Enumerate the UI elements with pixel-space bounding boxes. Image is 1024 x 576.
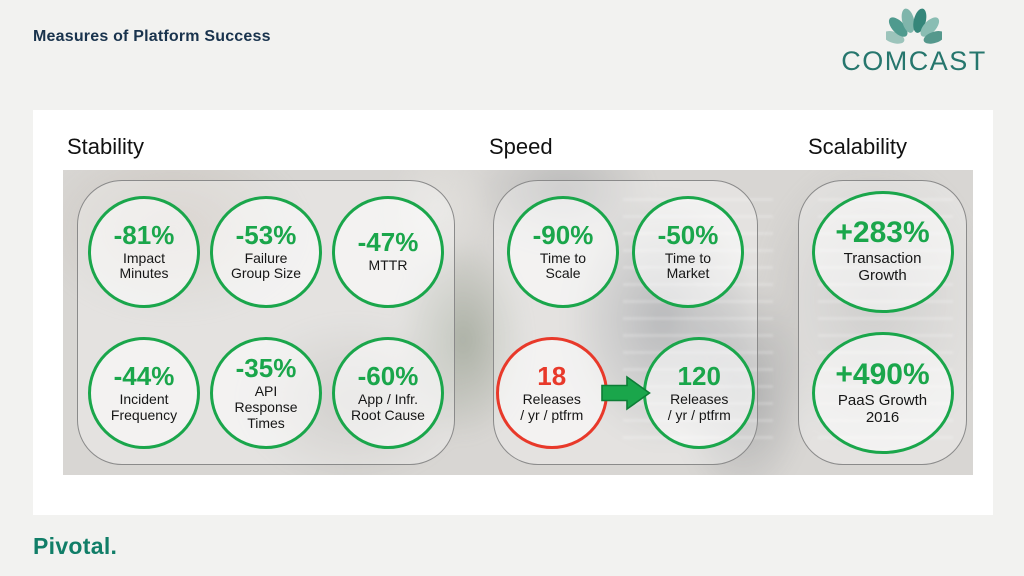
stat-label: API Response Times [234,383,298,431]
stat-time-to-scale: -90% Time to Scale [507,195,619,308]
comcast-peacock-icon [886,8,942,44]
stat-mttr: -47% MTTR [332,195,444,308]
comcast-logo: COMCAST [828,8,1000,77]
stat-incident-frequency: -44% Incident Frequency [88,337,200,450]
panel-scalability: +283% Transaction Growth +490% PaaS Grow… [798,180,967,465]
speed-row-1: -90% Time to Scale -50% Time to Market [494,181,757,323]
section-heading-stability: Stability [67,134,145,159]
stat-label: Failure Group Size [230,249,302,282]
stat-value: -60% [357,361,419,392]
speed-row-2: 18 Releases / yr / ptfrm 120 Releases / … [494,323,757,465]
stat-label: MTTR [368,257,408,274]
pivotal-logo: Pivotal. [33,533,118,559]
stat-label: Impact Minutes [119,249,169,282]
stat-value: -47% [357,227,419,258]
stat-value: +490% [835,357,930,391]
stability-row-2: -44% Incident Frequency -35% API Respons… [78,323,454,465]
stat-value: -50% [657,219,719,250]
stat-value: -81% [113,219,175,250]
stat-impact-minutes: -81% Impact Minutes [88,195,200,308]
page-title: Measures of Platform Success [33,28,271,45]
stat-label: Releases / yr / ptfrm [667,391,731,423]
stat-label: Releases / yr / ptfrm [520,391,584,423]
section-heading-speed: Speed [489,134,553,159]
improvement-arrow-icon [600,375,651,411]
stat-time-to-market: -50% Time to Market [632,195,744,308]
section-heading-scalability: Scalability [808,134,908,159]
comcast-wordmark: COMCAST [841,46,987,76]
panel-stability: -81% Impact Minutes -53% Failure Group S… [77,180,455,465]
stat-label: Time to Market [664,249,712,282]
content-card: Stability Speed Scalability -81% Impact … [33,110,993,515]
stat-label: App / Infr. Root Cause [351,391,425,423]
stat-value: -44% [113,361,175,392]
panel-speed: -90% Time to Scale -50% Time to Market 1… [493,180,758,465]
stat-paas-growth: +490% PaaS Growth 2016 [811,332,954,455]
stat-label: PaaS Growth 2016 [837,391,928,426]
stat-app-infr-root-cause: -60% App / Infr. Root Cause [332,337,444,450]
stat-value: -53% [235,219,297,250]
stat-transaction-growth: +283% Transaction Growth [811,190,954,313]
stat-failure-group-size: -53% Failure Group Size [210,195,322,308]
stat-value: 18 [537,361,567,392]
scalability-row-1: +283% Transaction Growth [799,181,966,323]
stat-value: -90% [532,219,594,250]
stability-row-1: -81% Impact Minutes -53% Failure Group S… [78,181,454,323]
stat-releases-before: 18 Releases / yr / ptfrm [495,337,608,450]
stat-value: -35% [235,353,297,384]
stat-label: Incident Frequency [110,391,178,423]
scalability-row-2: +490% PaaS Growth 2016 [799,323,966,465]
stat-value: +283% [835,216,930,250]
stat-label: Transaction Growth [843,250,922,285]
stat-value: 120 [677,361,721,392]
stat-releases-after: 120 Releases / yr / ptfrm [643,337,756,450]
stat-api-response-times: -35% API Response Times [210,337,322,450]
background-photo: -81% Impact Minutes -53% Failure Group S… [63,170,973,475]
stat-label: Time to Scale [539,249,587,282]
